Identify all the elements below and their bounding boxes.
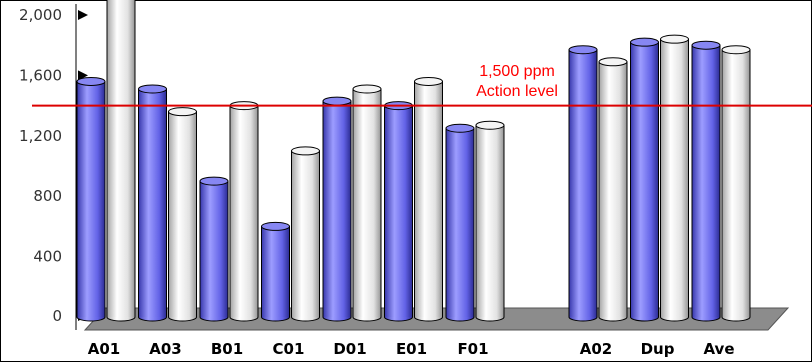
bar-series1-A03 [138,84,167,322]
bar-series1-F01 [445,123,475,322]
bar-series2-A02 [598,57,628,322]
bar-series1-Dup [630,37,659,322]
bar-series2-Dup [660,34,689,322]
y-tick-marker [78,70,88,81]
bar-series2-B01 [229,101,259,322]
x-tick-label: A01 [88,340,120,358]
y-tick-label: 1,200 [19,127,62,145]
action-level-label-2: Action level [476,83,558,100]
y-tick-label: 800 [33,187,62,205]
y-tick-label: 400 [33,248,62,266]
x-tick-label: F01 [457,340,488,358]
bar-series1-D01 [322,96,352,322]
bar-series1-E01 [384,101,413,322]
bar-series2-A01 [106,0,136,322]
bar-series1-C01 [261,221,290,322]
bar-series1-Ave [691,40,721,322]
bar-series2-Ave [721,45,751,322]
bar-series1-A02 [568,45,598,322]
bar-series1-B01 [199,176,229,322]
x-tick-label: B01 [211,340,243,358]
x-tick-label: A03 [149,340,181,358]
y-tick-marker [78,10,88,20]
bar-series2-A03 [168,107,197,322]
y-tick-label: 0 [52,307,62,325]
y-tick-label: 2,000 [19,6,62,24]
y-tick-label: 1,600 [19,66,62,84]
bar-series2-E01 [414,76,443,322]
bar-series2-D01 [352,84,382,322]
x-tick-label: E01 [396,340,427,358]
bar-series2-C01 [291,146,320,322]
x-tick-label: Ave [703,340,734,358]
x-tick-label: A02 [580,340,612,358]
x-tick-label: Dup [641,340,675,358]
x-tick-label: C01 [273,340,305,358]
action-level-label-1: 1,500 ppm [479,63,555,80]
x-tick-label: D01 [333,340,366,358]
bar-series2-F01 [475,120,505,322]
bar-series1-A01 [76,76,106,322]
